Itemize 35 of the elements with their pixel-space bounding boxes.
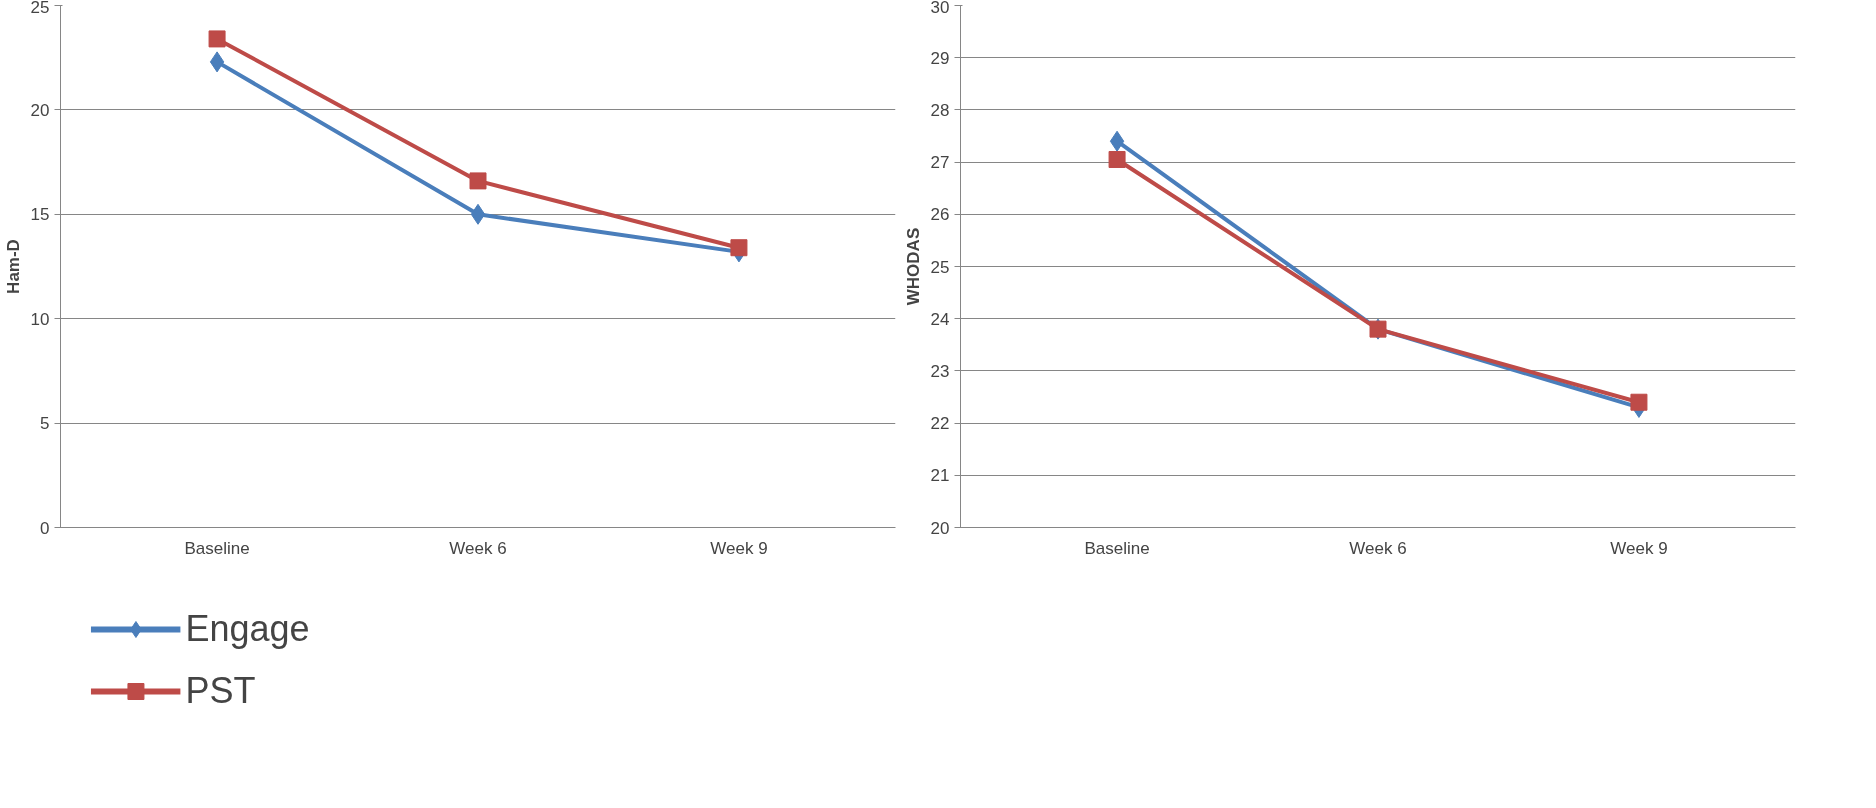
y-tick-label: 0 xyxy=(40,518,50,538)
legend-label: PST xyxy=(185,670,256,712)
point xyxy=(730,239,748,257)
y-tick-label: 20 xyxy=(930,518,950,538)
y-tick-label: 26 xyxy=(930,205,950,225)
y-tick-label: 27 xyxy=(930,153,950,173)
x-tick-label: Baseline xyxy=(1084,538,1150,558)
x-tick-label: Week 6 xyxy=(1349,538,1407,558)
y-tick-label: 15 xyxy=(30,205,50,225)
x-tick-label: Week 9 xyxy=(1610,538,1668,558)
point xyxy=(1108,150,1126,168)
y-tick-label: 28 xyxy=(930,100,950,120)
y-tick-label: 25 xyxy=(930,257,950,277)
x-tick-label: Week 6 xyxy=(449,538,507,558)
point xyxy=(470,203,486,225)
y-tick-label: 29 xyxy=(930,48,950,68)
y-tick-label: 23 xyxy=(930,361,950,381)
y-tick-label: 20 xyxy=(30,100,50,120)
y-tick-label: 30 xyxy=(930,0,950,17)
y-tick-label: 25 xyxy=(30,0,50,17)
y-tick-label: 22 xyxy=(930,414,950,434)
point xyxy=(1109,130,1125,152)
point xyxy=(469,172,487,190)
y-axis-title: WHODAS xyxy=(903,227,923,306)
legend-label: Engage xyxy=(185,608,310,650)
point xyxy=(209,51,225,73)
x-tick-label: Baseline xyxy=(184,538,250,558)
y-tick-label: 5 xyxy=(40,414,50,434)
y-tick-label: 10 xyxy=(30,309,50,329)
y-axis-title: Ham-D xyxy=(3,239,23,294)
x-tick-label: Week 9 xyxy=(710,538,768,558)
point xyxy=(208,30,226,48)
y-tick-label: 24 xyxy=(930,309,950,329)
point xyxy=(1630,393,1648,411)
y-tick-label: 21 xyxy=(930,466,950,486)
